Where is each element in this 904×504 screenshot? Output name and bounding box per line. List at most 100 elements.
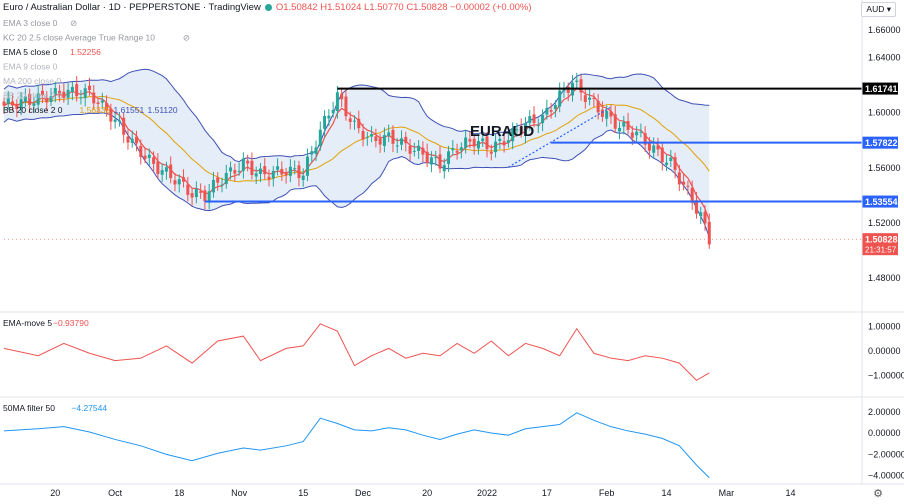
candle-body — [412, 150, 416, 152]
candle-body — [566, 86, 570, 93]
level-tag — [862, 195, 898, 208]
candle-body — [523, 123, 527, 136]
legend-entry: BB 20 close 2 0 — [3, 91, 63, 101]
candle-body — [241, 158, 245, 171]
candle-body — [472, 138, 476, 147]
candle-body — [365, 136, 369, 138]
candle-body — [553, 105, 557, 109]
indicator-value: −0.93790 — [53, 318, 89, 328]
candle-body — [301, 175, 305, 180]
candle-body — [425, 151, 429, 163]
y-tick-label: 2.00000 — [868, 407, 901, 417]
candle-body — [605, 111, 609, 119]
candle-body — [258, 168, 262, 174]
candle-body — [361, 130, 365, 140]
candle-body — [459, 147, 463, 151]
candle-body — [75, 84, 79, 97]
candle-body — [182, 177, 186, 182]
legend-value: 1.51120 — [148, 105, 178, 115]
bb-lower-line — [3, 112, 710, 238]
candle-body — [314, 147, 318, 154]
candle-body — [395, 145, 399, 147]
candle-body — [618, 127, 622, 132]
level-label: 1.53554 — [865, 197, 898, 207]
candle-body — [609, 111, 613, 117]
candle-body — [455, 150, 459, 153]
candle-body — [216, 177, 220, 183]
candle-body — [2, 101, 6, 106]
candle-body — [528, 116, 532, 123]
level-label: 1.61741 — [865, 84, 898, 94]
candle-body — [707, 221, 711, 245]
level-tag — [862, 82, 898, 95]
x-tick-label: 18 — [174, 488, 184, 498]
ma-filter-line — [3, 412, 710, 479]
candle-body — [331, 110, 335, 114]
candle-body — [36, 93, 40, 105]
candle-body — [53, 87, 57, 95]
candle-body — [665, 162, 669, 165]
y-tick-label: 1.66000 — [868, 25, 901, 35]
candle-body — [160, 170, 164, 175]
candle-body — [58, 90, 62, 94]
candle-body — [400, 138, 404, 145]
candle-body — [438, 154, 442, 169]
legend-entry: MA 200 close 0 — [3, 76, 61, 86]
x-tick-label: 15 — [298, 488, 308, 498]
candle-body — [173, 180, 177, 185]
x-tick-label: 14 — [662, 488, 672, 498]
x-tick-label: Nov — [231, 488, 248, 498]
candle-body — [156, 161, 160, 174]
candle-body — [476, 141, 480, 149]
indicator-value: −4.27544 — [71, 403, 107, 413]
candle-body — [481, 138, 485, 142]
candle-body — [186, 184, 190, 195]
x-tick-label: 20 — [50, 488, 60, 498]
candle-body — [135, 136, 139, 144]
y-tick-label: −2.00000 — [868, 449, 904, 459]
candle-body — [143, 155, 147, 159]
x-tick-label: 20 — [422, 488, 432, 498]
candle-body — [626, 121, 630, 130]
candle-body — [502, 141, 506, 146]
candle-body — [357, 118, 361, 129]
candle-body — [588, 97, 592, 100]
candle-body — [519, 126, 523, 134]
legend-entry: KC 20 2.5 close Average True Range 10 — [3, 33, 155, 43]
eye-hidden-icon: ⊘ — [183, 33, 190, 43]
candle-body — [194, 188, 198, 198]
legend-entry: EMA 9 close 0 — [3, 62, 58, 72]
candle-body — [318, 129, 322, 146]
candle-body — [297, 165, 301, 179]
candle-body — [391, 129, 395, 144]
candle-body — [344, 96, 348, 117]
candle-body — [575, 80, 579, 82]
candle-body — [408, 145, 412, 154]
candle-body — [70, 86, 74, 93]
candle-body — [267, 176, 271, 180]
candle-body — [562, 89, 566, 92]
candle-body — [515, 129, 519, 131]
currency-selector[interactable]: AUD ▾ — [861, 2, 896, 17]
candle-body — [305, 156, 309, 176]
candle-body — [199, 191, 203, 193]
candle-body — [506, 140, 510, 143]
candle-body — [105, 103, 109, 111]
x-tick-label: Dec — [355, 488, 372, 498]
indicator-title: 50MA filter 50 — [3, 403, 55, 413]
candle-body — [211, 179, 215, 193]
candle-body — [690, 187, 694, 203]
candle-body — [169, 164, 173, 179]
candle-body — [583, 95, 587, 102]
legend-entry: BB 20 close 2 0 — [3, 105, 63, 115]
candle-body — [498, 138, 502, 141]
candle-body — [592, 97, 596, 100]
bb-upper-line — [3, 68, 710, 163]
x-tick-label: Feb — [599, 488, 615, 498]
candle-body — [656, 145, 660, 150]
y-tick-label: 1.52000 — [868, 218, 901, 228]
symbol-title: Euro / Australian Dollar · 1D · PEPPERST… — [3, 2, 261, 13]
candle-body — [164, 167, 168, 172]
